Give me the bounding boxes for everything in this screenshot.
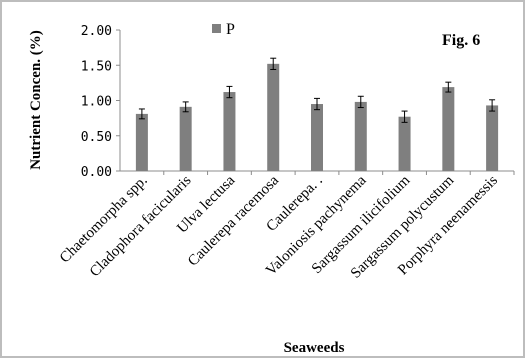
bar [486,105,499,171]
y-tick-label: 0.50 [81,130,112,145]
legend-entry: P [226,21,235,38]
x-axis-title: Seaweeds [284,340,345,356]
y-axis-title: Nutrient Concen. (%) [28,30,44,170]
bar [179,106,192,171]
y-tick-label: 1.50 [81,59,112,74]
y-tick-label: 1.00 [81,95,112,110]
y-axis: 2.00 1.50 1.00 0.50 0.00 [81,24,120,180]
bar [267,63,280,172]
bar [223,92,236,171]
legend: P [212,21,235,38]
bar [311,104,323,171]
bar-series [135,57,499,172]
y-tick-label: 2.00 [81,24,112,39]
bar [442,87,455,171]
legend-swatch [212,24,221,33]
bar [398,116,411,171]
x-axis-categories: Chaetomorpha spp.Cladophora facicularisU… [57,171,515,282]
y-tick-label: 0.00 [81,165,112,180]
bar [354,101,367,171]
bar [135,113,148,171]
figure-label: Fig. 6 [442,32,480,49]
